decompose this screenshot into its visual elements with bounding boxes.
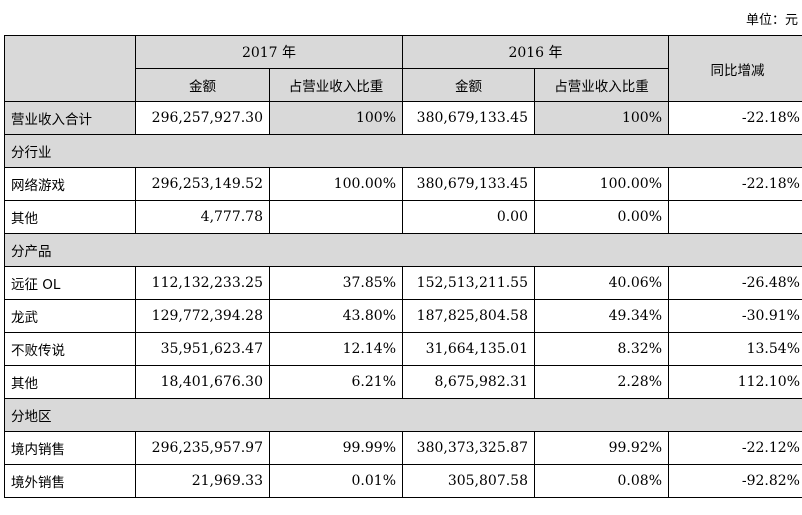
- header-year-2017: 2017 年: [135, 35, 403, 69]
- total-amount-2017: 296,257,927.30: [135, 101, 270, 135]
- amount-2016: 152,513,211.55: [402, 266, 535, 300]
- amount-2017: 296,235,957.97: [135, 431, 270, 465]
- header-ratio-2016: 占营业收入比重: [534, 68, 669, 102]
- ratio-2016: 100.00%: [534, 167, 669, 201]
- revenue-table: 2017 年 2016 年 同比增减 金额 占营业收入比重 金额 占营业收入比重…: [4, 35, 802, 498]
- amount-2016: 380,373,325.87: [402, 431, 535, 465]
- row-label: 境外销售: [4, 464, 136, 498]
- amount-2016: 8,675,982.31: [402, 365, 535, 399]
- total-label: 营业收入合计: [4, 101, 136, 135]
- total-yoy: -22.18%: [668, 101, 802, 135]
- amount-2016: 187,825,804.58: [402, 299, 535, 333]
- ratio-2017: 12.14%: [269, 332, 403, 366]
- table-row: 其他 18,401,676.30 6.21% 8,675,982.31 2.28…: [4, 365, 802, 399]
- yoy: [668, 200, 802, 234]
- ratio-2017: 43.80%: [269, 299, 403, 333]
- ratio-2016: 8.32%: [534, 332, 669, 366]
- ratio-2016: 49.34%: [534, 299, 669, 333]
- row-label: 境内销售: [4, 431, 136, 465]
- table-row: 境外销售 21,969.33 0.01% 305,807.58 0.08% -9…: [4, 464, 802, 498]
- header-amount-2017: 金额: [135, 68, 270, 102]
- ratio-2016: 99.92%: [534, 431, 669, 465]
- header-year-2016: 2016 年: [402, 35, 669, 69]
- table-row: 境内销售 296,235,957.97 99.99% 380,373,325.8…: [4, 431, 802, 465]
- ratio-2016: 0.00%: [534, 200, 669, 234]
- amount-2017: 21,969.33: [135, 464, 270, 498]
- ratio-2017: 37.85%: [269, 266, 403, 300]
- table-row: 不败传说 35,951,623.47 12.14% 31,664,135.01 …: [4, 332, 802, 366]
- ratio-2017: [269, 200, 403, 234]
- amount-2016: 31,664,135.01: [402, 332, 535, 366]
- amount-2016: 305,807.58: [402, 464, 535, 498]
- yoy: -26.48%: [668, 266, 802, 300]
- amount-2017: 129,772,394.28: [135, 299, 270, 333]
- yoy: 112.10%: [668, 365, 802, 399]
- yoy: 13.54%: [668, 332, 802, 366]
- header-yoy: 同比增减: [668, 35, 802, 102]
- total-ratio-2016: 100%: [534, 101, 669, 135]
- table-row: 龙武 129,772,394.28 43.80% 187,825,804.58 …: [4, 299, 802, 333]
- amount-2016: 0.00: [402, 200, 535, 234]
- row-label: 其他: [4, 200, 136, 234]
- row-label: 远征 OL: [4, 266, 136, 300]
- section-title: 分行业: [4, 134, 802, 168]
- yoy: -92.82%: [668, 464, 802, 498]
- header-amount-2016: 金额: [402, 68, 535, 102]
- ratio-2017: 100.00%: [269, 167, 403, 201]
- section-row-industry: 分行业: [4, 134, 802, 168]
- row-label: 其他: [4, 365, 136, 399]
- section-title: 分产品: [4, 233, 802, 267]
- yoy: -22.12%: [668, 431, 802, 465]
- ratio-2016: 0.08%: [534, 464, 669, 498]
- ratio-2017: 6.21%: [269, 365, 403, 399]
- amount-2017: 112,132,233.25: [135, 266, 270, 300]
- section-row-product: 分产品: [4, 233, 802, 267]
- yoy: -22.18%: [668, 167, 802, 201]
- total-row: 营业收入合计 296,257,927.30 100% 380,679,133.4…: [4, 101, 802, 135]
- amount-2016: 380,679,133.45: [402, 167, 535, 201]
- ratio-2017: 99.99%: [269, 431, 403, 465]
- yoy: -30.91%: [668, 299, 802, 333]
- header-ratio-2017: 占营业收入比重: [269, 68, 403, 102]
- table-row: 网络游戏 296,253,149.52 100.00% 380,679,133.…: [4, 167, 802, 201]
- ratio-2017: 0.01%: [269, 464, 403, 498]
- row-label: 不败传说: [4, 332, 136, 366]
- total-amount-2016: 380,679,133.45: [402, 101, 535, 135]
- row-label: 网络游戏: [4, 167, 136, 201]
- unit-label: 单位：元: [746, 13, 799, 28]
- ratio-2016: 40.06%: [534, 266, 669, 300]
- amount-2017: 35,951,623.47: [135, 332, 270, 366]
- table-row: 其他 4,777.78 0.00 0.00%: [4, 200, 802, 234]
- row-label: 龙武: [4, 299, 136, 333]
- section-title: 分地区: [4, 398, 802, 432]
- amount-2017: 18,401,676.30: [135, 365, 270, 399]
- header-blank-cell: [4, 35, 136, 102]
- amount-2017: 296,253,149.52: [135, 167, 270, 201]
- total-ratio-2017: 100%: [269, 101, 403, 135]
- table-row: 远征 OL 112,132,233.25 37.85% 152,513,211.…: [4, 266, 802, 300]
- ratio-2016: 2.28%: [534, 365, 669, 399]
- section-row-region: 分地区: [4, 398, 802, 432]
- amount-2017: 4,777.78: [135, 200, 270, 234]
